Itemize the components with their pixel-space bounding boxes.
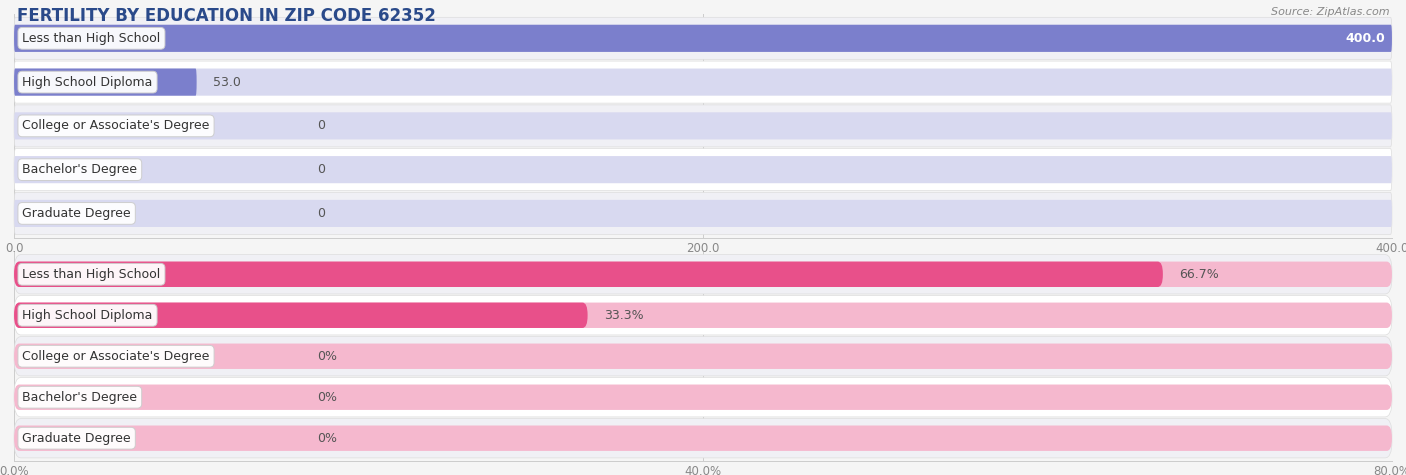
Text: 33.3%: 33.3% <box>605 309 644 322</box>
Text: 53.0: 53.0 <box>214 76 240 89</box>
FancyBboxPatch shape <box>14 262 1163 287</box>
FancyBboxPatch shape <box>14 255 1392 294</box>
Text: 0: 0 <box>318 163 325 176</box>
Text: College or Associate's Degree: College or Associate's Degree <box>22 350 209 363</box>
FancyBboxPatch shape <box>14 303 588 328</box>
Text: 0: 0 <box>318 207 325 220</box>
Text: Less than High School: Less than High School <box>22 268 160 281</box>
Text: Source: ZipAtlas.com: Source: ZipAtlas.com <box>1271 7 1389 17</box>
FancyBboxPatch shape <box>14 303 1392 328</box>
FancyBboxPatch shape <box>14 61 1392 103</box>
Text: Bachelor's Degree: Bachelor's Degree <box>22 163 138 176</box>
Text: Less than High School: Less than High School <box>22 32 160 45</box>
Text: High School Diploma: High School Diploma <box>22 76 153 89</box>
FancyBboxPatch shape <box>14 378 1392 417</box>
Text: Graduate Degree: Graduate Degree <box>22 207 131 220</box>
FancyBboxPatch shape <box>14 25 1392 52</box>
FancyBboxPatch shape <box>14 25 1392 52</box>
FancyBboxPatch shape <box>14 295 1392 335</box>
FancyBboxPatch shape <box>14 105 1392 147</box>
FancyBboxPatch shape <box>14 68 197 95</box>
FancyBboxPatch shape <box>14 200 1392 227</box>
FancyBboxPatch shape <box>14 337 1392 376</box>
FancyBboxPatch shape <box>14 156 1392 183</box>
Text: Graduate Degree: Graduate Degree <box>22 432 131 445</box>
Text: 66.7%: 66.7% <box>1180 268 1219 281</box>
Text: 400.0: 400.0 <box>1346 32 1385 45</box>
FancyBboxPatch shape <box>14 17 1392 59</box>
FancyBboxPatch shape <box>14 262 1392 287</box>
FancyBboxPatch shape <box>14 112 1392 140</box>
Text: 0%: 0% <box>318 432 337 445</box>
FancyBboxPatch shape <box>14 418 1392 458</box>
Text: 0: 0 <box>318 119 325 133</box>
Text: 0%: 0% <box>318 350 337 363</box>
Text: 0%: 0% <box>318 391 337 404</box>
Text: High School Diploma: High School Diploma <box>22 309 153 322</box>
Text: Bachelor's Degree: Bachelor's Degree <box>22 391 138 404</box>
Text: College or Associate's Degree: College or Associate's Degree <box>22 119 209 133</box>
FancyBboxPatch shape <box>14 426 1392 451</box>
FancyBboxPatch shape <box>14 149 1392 190</box>
FancyBboxPatch shape <box>14 68 1392 95</box>
Text: FERTILITY BY EDUCATION IN ZIP CODE 62352: FERTILITY BY EDUCATION IN ZIP CODE 62352 <box>17 7 436 25</box>
FancyBboxPatch shape <box>14 192 1392 235</box>
FancyBboxPatch shape <box>14 343 1392 369</box>
FancyBboxPatch shape <box>14 385 1392 410</box>
